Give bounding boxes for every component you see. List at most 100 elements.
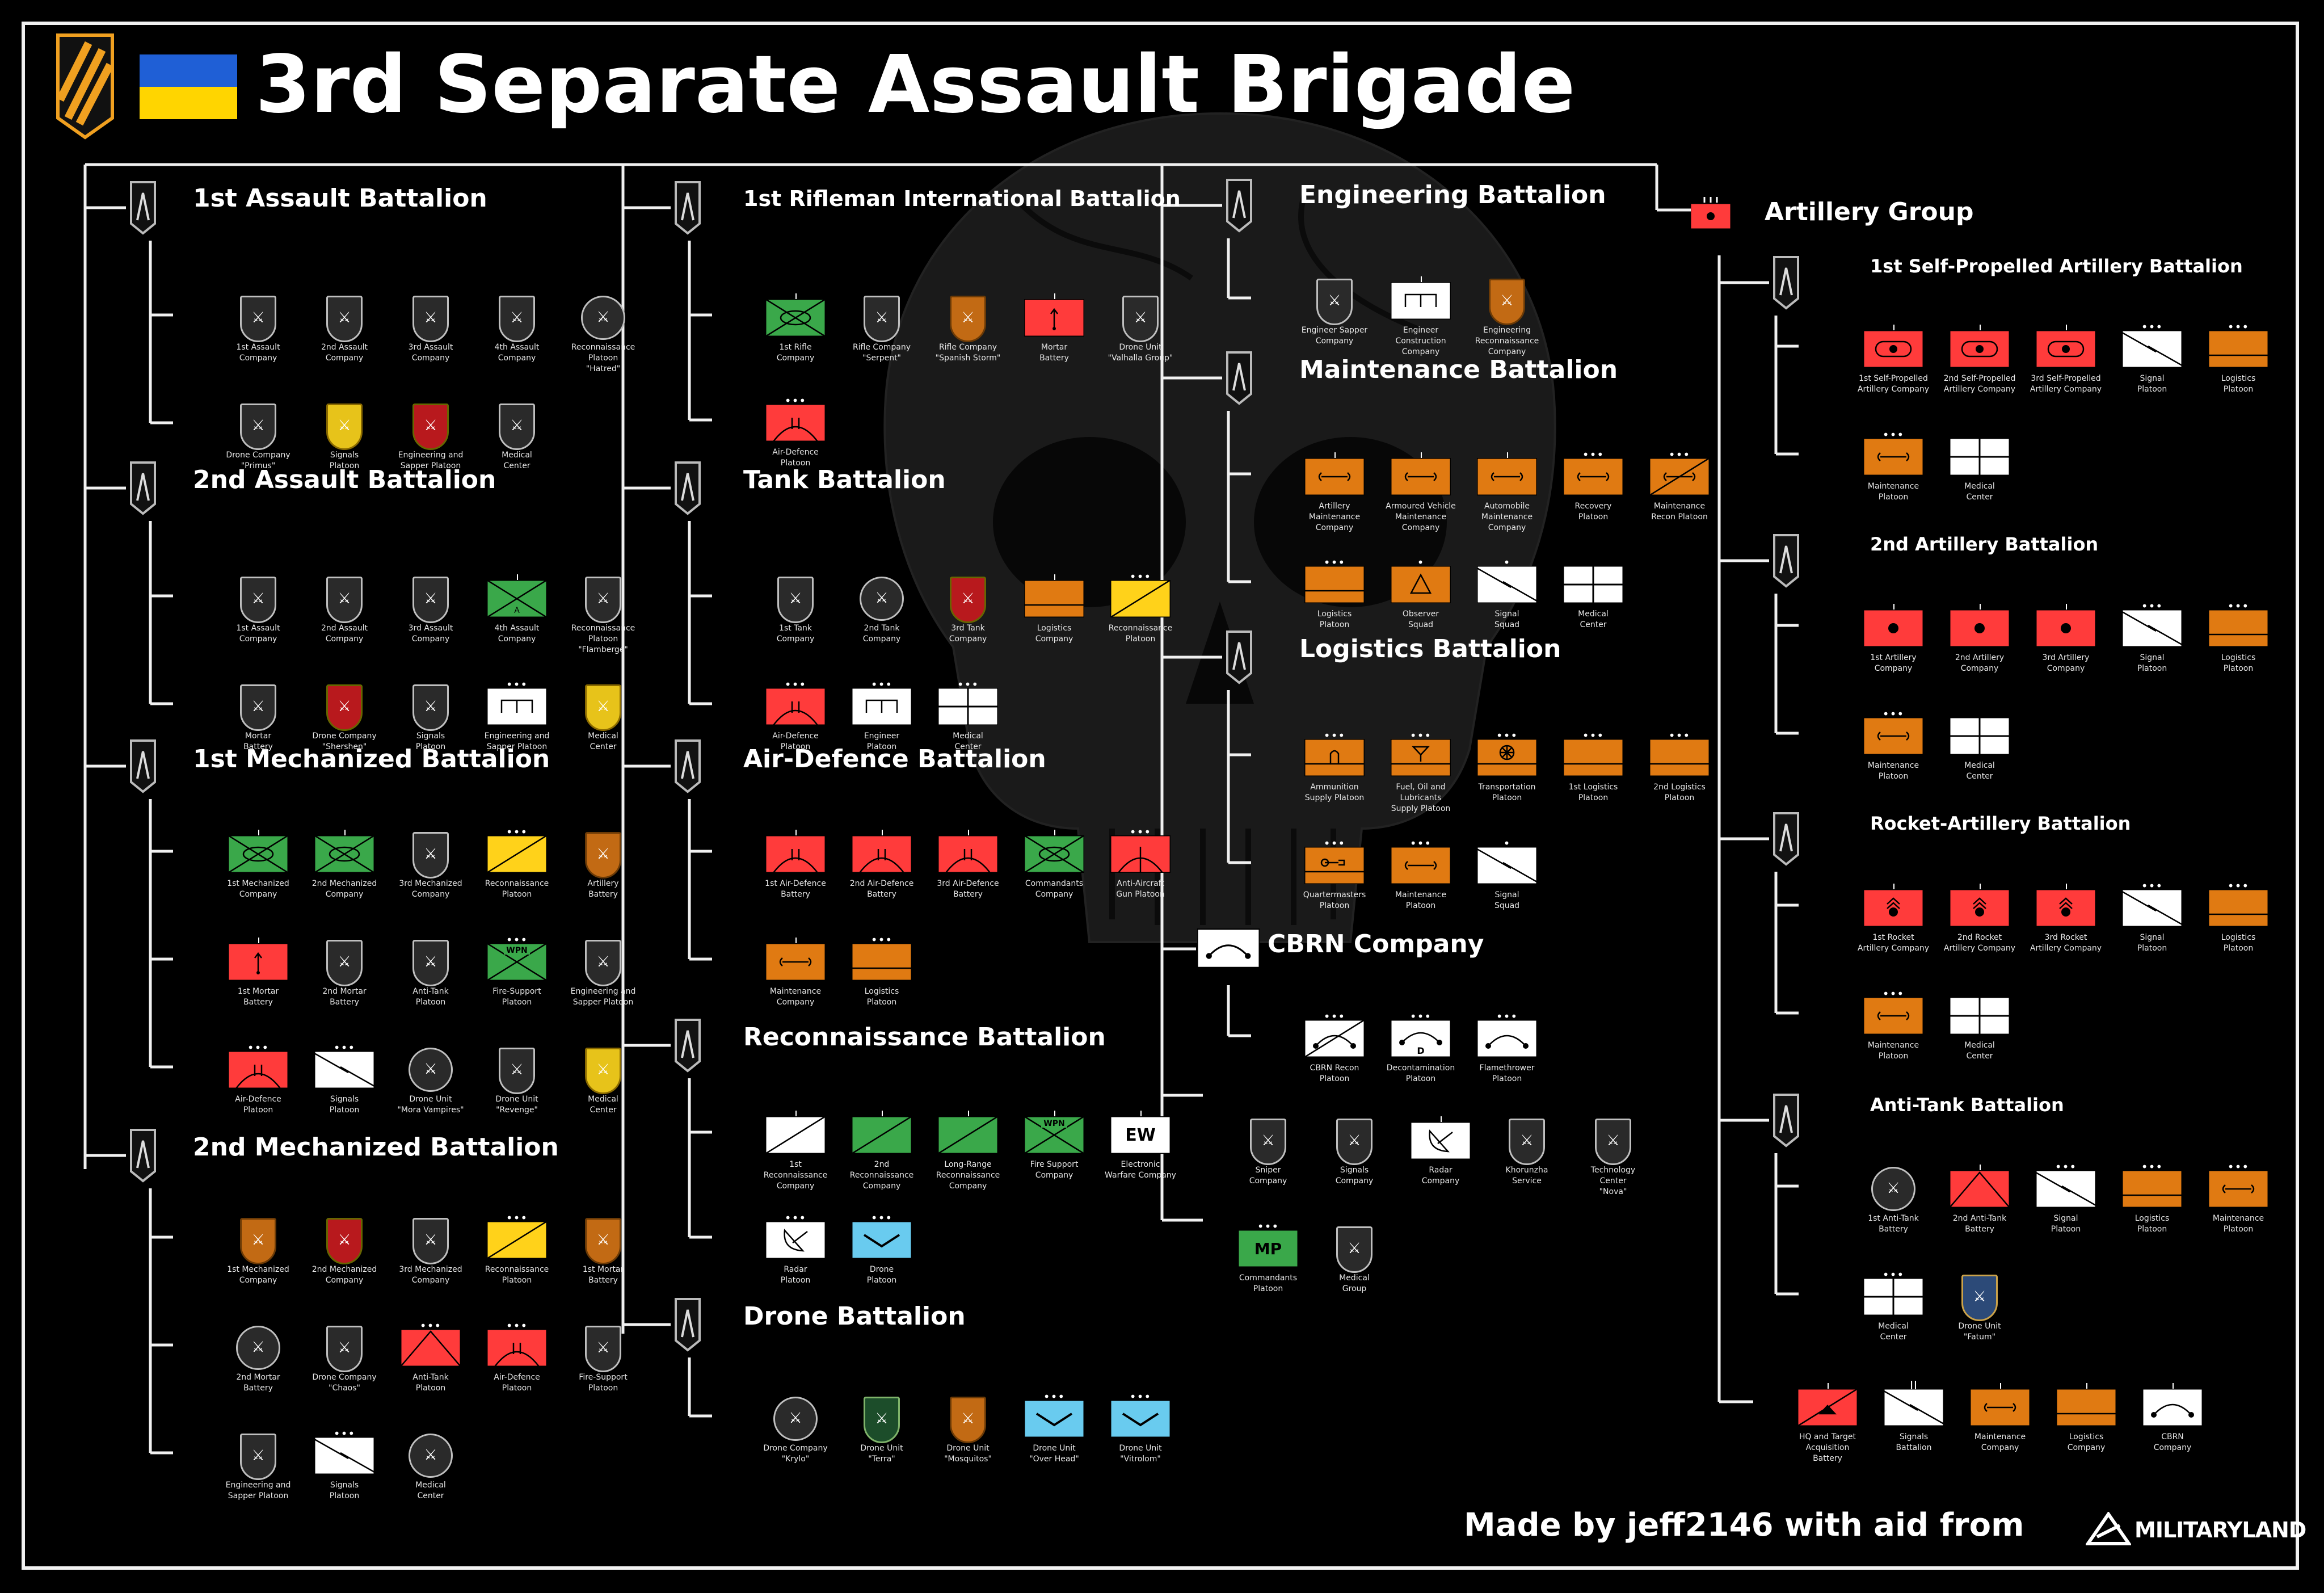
unit[interactable]: ••• Drone Platoon: [839, 1212, 924, 1286]
unit[interactable]: ••• Maintenance Platoon: [2196, 1161, 2281, 1235]
unit[interactable]: ⚔ 3rd Assault Company: [388, 573, 473, 645]
unit[interactable]: ••• Air-Defence Platoon: [474, 1320, 559, 1394]
unit[interactable]: 2nd Self-Propelled Artillery Company: [1937, 323, 2022, 395]
unit[interactable]: ⚔ 2nd Mortar Battery: [302, 936, 387, 1008]
unit[interactable]: ••• Fuel, Oil and Lubricants Supply Platoon: [1378, 730, 1463, 814]
unit[interactable]: ⚔ Medical Group: [1312, 1223, 1397, 1294]
unit[interactable]: CBRN Company: [2130, 1382, 2215, 1453]
unit[interactable]: ⚔ Mortar Battery: [216, 681, 301, 753]
unit[interactable]: ••• Drone Unit "Vitrolom": [1098, 1391, 1183, 1465]
unit[interactable]: ••• Maintenance Platoon: [1851, 429, 1936, 503]
unit[interactable]: ⚔ Signals Platoon: [388, 681, 473, 753]
unit[interactable]: ••• Logistics Platoon: [2196, 880, 2281, 954]
unit[interactable]: ⚔ Drone Company "Chaos": [302, 1322, 387, 1394]
unit[interactable]: ⚔ Drone Company "Shershen": [302, 681, 387, 753]
unit[interactable]: ⚔ Drone Unit "Terra": [839, 1393, 924, 1465]
unit[interactable]: Maintenance Company: [1957, 1382, 2043, 1453]
unit[interactable]: Medical Center: [1937, 711, 2022, 782]
unit[interactable]: ⚔ Anti-Tank Platoon: [388, 936, 473, 1008]
unit[interactable]: Long-Range Reconnaissance Company: [925, 1109, 1011, 1192]
unit[interactable]: Artillery Maintenance Company: [1292, 451, 1377, 533]
unit[interactable]: ••• Drone Unit "Over Head": [1012, 1391, 1097, 1465]
unit[interactable]: ••• Reconnaissance Platoon: [474, 826, 559, 900]
unit[interactable]: Medical Center: [1937, 990, 2022, 1062]
unit[interactable]: 1st Artillery Company: [1851, 603, 1936, 674]
unit[interactable]: ⚔ Engineering and Sapper Platoon: [216, 1430, 301, 1502]
unit[interactable]: 2nd Rocket Artillery Company: [1937, 882, 2022, 954]
unit[interactable]: Maintenance Company: [753, 936, 838, 1008]
unit[interactable]: ••• Logistics Platoon: [2196, 321, 2281, 395]
unit[interactable]: 3rd Self-Propelled Artillery Company: [2023, 323, 2108, 395]
unit[interactable]: ••• Engineering and Sapper Platoon: [474, 679, 559, 753]
unit[interactable]: ••• Air-Defence Platoon: [216, 1042, 301, 1116]
unit[interactable]: ⚔ 2nd Mechanized Company: [302, 1214, 387, 1286]
unit[interactable]: ••• Logistics Platoon: [839, 934, 924, 1008]
unit[interactable]: ⚔ Signals Company: [1312, 1115, 1397, 1187]
unit[interactable]: ••• Logistics Platoon: [1292, 557, 1377, 631]
unit[interactable]: 1st Rocket Artillery Company: [1851, 882, 1936, 954]
unit[interactable]: ⚔ Drone Unit "Mosquitos": [925, 1393, 1011, 1465]
unit[interactable]: WPN ••• Fire-Support Platoon: [474, 934, 559, 1008]
unit[interactable]: ••• Transportation Platoon: [1464, 730, 1550, 804]
unit[interactable]: ⚔ Rifle Company "Serpent": [839, 292, 924, 364]
unit[interactable]: ⚔ 3rd Mechanized Company: [388, 829, 473, 900]
unit[interactable]: 1st Mortar Battery: [216, 936, 301, 1008]
unit[interactable]: ⚔ 4th Assault Company: [474, 292, 559, 364]
unit[interactable]: ••• Signals Platoon: [302, 1428, 387, 1502]
unit[interactable]: ⚔ 3rd Mechanized Company: [388, 1214, 473, 1286]
unit[interactable]: Logistics Company: [1012, 573, 1097, 645]
unit[interactable]: EW Electronic Warfare Company: [1098, 1109, 1183, 1181]
unit[interactable]: ⚔ 2nd Mortar Battery: [216, 1322, 301, 1394]
unit[interactable]: MP ••• Commandants Platoon: [1226, 1221, 1311, 1294]
unit[interactable]: ••• Engineer Platoon: [839, 679, 924, 753]
unit[interactable]: Mortar Battery: [1012, 292, 1097, 364]
unit[interactable]: Armoured Vehicle Maintenance Company: [1378, 451, 1463, 533]
unit[interactable]: ⚔ Medical Center: [561, 681, 646, 753]
unit[interactable]: ⚔ 3rd Assault Company: [388, 292, 473, 364]
unit[interactable]: ••• Signal Platoon: [2110, 321, 2195, 395]
unit[interactable]: ••• Recovery Platoon: [1551, 449, 1636, 523]
unit[interactable]: Medical Center: [1937, 431, 2022, 503]
unit[interactable]: ••• Flamethrower Platoon: [1464, 1011, 1550, 1085]
unit[interactable]: ⚔ Drone Company "Krylo": [753, 1393, 838, 1465]
unit[interactable]: ••• 2nd Logistics Platoon: [1637, 730, 1722, 804]
unit[interactable]: ••• Anti-Aircraft Gun Platoon: [1098, 826, 1183, 900]
unit[interactable]: • Observer Squad: [1378, 557, 1463, 631]
unit[interactable]: ••• Logistics Platoon: [2110, 1161, 2195, 1235]
unit[interactable]: 1st Rifle Company: [753, 292, 838, 364]
unit[interactable]: Engineer Construction Company: [1378, 275, 1463, 358]
unit[interactable]: 1st Reconnaissance Company: [753, 1109, 838, 1192]
unit[interactable]: ••• Maintenance Recon Platoon: [1637, 449, 1722, 523]
unit[interactable]: ⚔ Reconnaissance Platoon "Flamberge": [561, 573, 646, 655]
unit[interactable]: 2nd Reconnaissance Company: [839, 1109, 924, 1192]
unit[interactable]: ⚔ 1st Anti-Tank Battery: [1851, 1163, 1936, 1235]
unit[interactable]: ⚔ Fire-Support Platoon: [561, 1322, 646, 1394]
unit[interactable]: 1st Air-Defence Battery: [753, 829, 838, 900]
unit[interactable]: 1st Mechanized Company: [216, 829, 301, 900]
unit[interactable]: ⚔ Medical Center: [388, 1430, 473, 1502]
unit[interactable]: ••• Maintenance Platoon: [1851, 988, 1936, 1062]
unit[interactable]: ⚔ 1st Mortar Battery: [561, 1214, 646, 1286]
unit[interactable]: WPN Fire Support Company: [1012, 1109, 1097, 1181]
unit[interactable]: 3rd Artillery Company: [2023, 603, 2108, 674]
unit[interactable]: ••• Quartermasters Platoon: [1292, 838, 1377, 911]
unit[interactable]: ⚔ Engineer Sapper Company: [1292, 275, 1377, 347]
unit[interactable]: ⚔ Drone Unit "Valhalla Group": [1098, 292, 1183, 364]
unit[interactable]: 2nd Artillery Company: [1937, 603, 2022, 674]
unit[interactable]: ••• Ammunition Supply Platoon: [1292, 730, 1377, 804]
unit[interactable]: ••• CBRN Recon Platoon: [1292, 1011, 1377, 1085]
unit[interactable]: ••• Air-Defence Platoon: [753, 395, 838, 469]
unit[interactable]: ⚔ Sniper Company: [1226, 1115, 1311, 1187]
unit[interactable]: ••• Anti-Tank Platoon: [388, 1320, 473, 1394]
unit[interactable]: Commandants Company: [1012, 829, 1097, 900]
unit[interactable]: ••• Signal Platoon: [2023, 1161, 2108, 1235]
unit[interactable]: ⚔ Rifle Company "Spanish Storm": [925, 292, 1011, 364]
unit[interactable]: ⚔ Technology Center "Nova": [1571, 1115, 1656, 1197]
unit[interactable]: ••• Radar Platoon: [753, 1212, 838, 1286]
unit[interactable]: ⚔ Engineering Reconnaissance Company: [1464, 275, 1550, 358]
unit[interactable]: 2nd Air-Defence Battery: [839, 829, 924, 900]
unit[interactable]: ⚔ Drone Company "Primus": [216, 400, 301, 472]
unit[interactable]: ••• Reconnaissance Platoon: [474, 1212, 559, 1286]
unit[interactable]: ••• Signal Platoon: [2110, 880, 2195, 954]
unit[interactable]: A 4th Assault Company: [474, 573, 559, 645]
